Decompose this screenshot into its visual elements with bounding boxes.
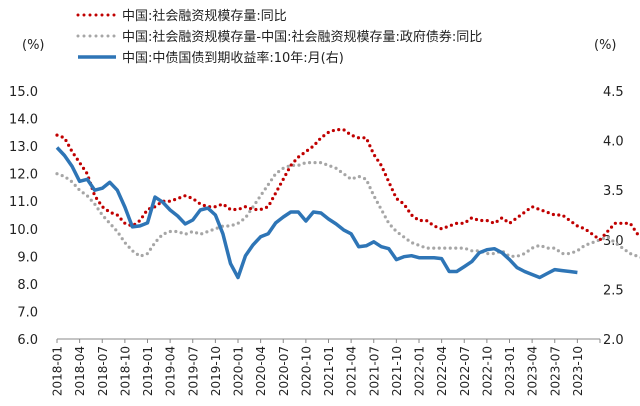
legend-item-bond-yield: 中国:中债国债到期收益率:10年:月(右) (74, 46, 482, 67)
right-axis-unit: (%) (594, 38, 617, 53)
left-axis-tick-label: 10.0 (9, 223, 38, 238)
left-axis-tick-label: 13.0 (9, 140, 38, 155)
left-axis-tick-label: 6.0 (17, 333, 38, 348)
x-axis-tick-label: 2022-04 (435, 346, 449, 396)
x-axis-tick-label: 2022-07 (458, 346, 472, 396)
left-axis-tick-label: 14.0 (9, 113, 38, 128)
x-axis-tick-label: 2018-01 (51, 346, 65, 396)
legend-label: 中国:社会融资规模存量:同比 (122, 9, 287, 24)
x-axis-tick-label: 2019-10 (209, 346, 223, 396)
x-axis-tick-label: 2022-10 (480, 346, 494, 396)
x-axis-tick-label: 2023-10 (571, 346, 585, 396)
x-axis-tick-label: 2021-10 (390, 346, 404, 396)
right-axis-tick-label: 3.5 (603, 184, 624, 199)
legend-item-social-financing: 中国:社会融资规模存量:同比 (74, 4, 482, 25)
x-axis-tick-label: 2021-01 (322, 346, 336, 396)
left-axis-tick-label: 15.0 (9, 85, 38, 100)
legend-label: 中国:中债国债到期收益率:10年:月(右) (122, 51, 344, 66)
x-axis-tick-label: 2022-01 (413, 346, 427, 396)
right-axis-tick-label: 4.0 (603, 135, 624, 150)
x-axis-tick-label: 2023-07 (548, 346, 562, 396)
left-axis-tick-label: 11.0 (9, 195, 38, 210)
x-axis-tick-label: 2018-04 (73, 346, 87, 396)
legend-swatch-solid-blue (78, 54, 116, 59)
x-axis-tick-label: 2018-10 (118, 346, 132, 396)
right-axis-tick-label: 2.5 (603, 283, 624, 298)
x-axis-tick-label: 2023-01 (503, 346, 517, 396)
x-axis-tick-label: 2019-01 (141, 346, 155, 396)
left-axis-tick-label: 8.0 (17, 278, 38, 293)
right-axis-tick-label: 2.0 (603, 333, 624, 348)
x-axis-tick-label: 2023-04 (526, 346, 540, 396)
legend-swatch-dotted-grey (76, 34, 118, 37)
left-axis-unit: (%) (22, 38, 45, 53)
x-axis-tick-label: 2020-07 (277, 346, 291, 396)
x-axis-tick-label: 2021-07 (367, 346, 381, 396)
legend-item-ex-government-bonds: 中国:社会融资规模存量-中国:社会融资规模存量:政府债券:同比 (74, 25, 482, 46)
x-axis-tick-label: 2018-07 (96, 346, 110, 396)
legend-swatch-dotted-red (76, 13, 118, 16)
right-axis-tick-label: 4.5 (603, 85, 624, 100)
series-line (55, 128, 640, 242)
left-axis-tick-label: 12.0 (9, 168, 38, 183)
legend: 中国:社会融资规模存量:同比 中国:社会融资规模存量-中国:社会融资规模存量:政… (74, 4, 482, 67)
left-axis-tick-label: 9.0 (17, 250, 38, 265)
x-axis-tick-label: 2019-04 (164, 346, 178, 396)
legend-label: 中国:社会融资规模存量-中国:社会融资规模存量:政府债券:同比 (122, 30, 483, 45)
x-axis-tick-label: 2020-10 (299, 346, 313, 396)
x-axis-tick-label: 2020-01 (232, 346, 246, 396)
x-axis-tick-label: 2020-04 (254, 346, 268, 396)
left-axis-tick-label: 7.0 (17, 305, 38, 320)
x-axis-tick-label: 2021-04 (345, 346, 359, 396)
x-axis-tick-label: 2019-07 (186, 346, 200, 396)
series-line (55, 146, 578, 280)
